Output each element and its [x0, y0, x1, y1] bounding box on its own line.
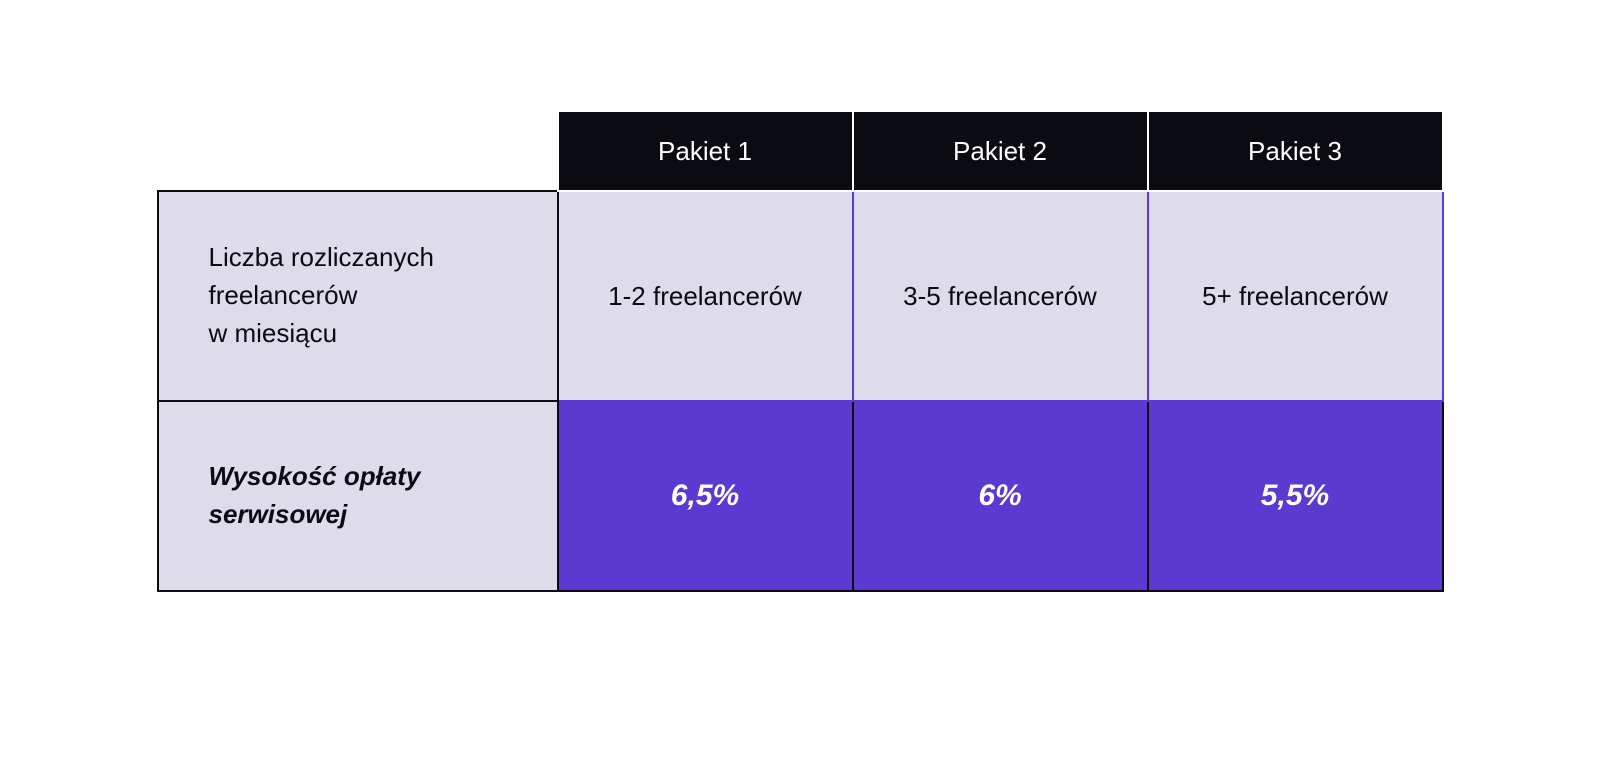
cell-pakiet3-count: 5+ freelancerów — [1148, 191, 1443, 401]
table-header-row: Pakiet 1 Pakiet 2 Pakiet 3 — [158, 111, 1443, 191]
row-label-fee: Wysokość opłaty serwisowej — [158, 401, 558, 591]
cell-pakiet3-fee: 5,5% — [1148, 401, 1443, 591]
row-label-freelancers: Liczba rozliczanych freelanceróww miesią… — [158, 191, 558, 401]
table-row: Wysokość opłaty serwisowej 6,5% 6% 5,5% — [158, 401, 1443, 591]
cell-pakiet2-fee: 6% — [853, 401, 1148, 591]
table-row: Liczba rozliczanych freelanceróww miesią… — [158, 191, 1443, 401]
col-header-3: Pakiet 3 — [1148, 111, 1443, 191]
col-header-2: Pakiet 2 — [853, 111, 1148, 191]
col-header-1: Pakiet 1 — [558, 111, 853, 191]
cell-pakiet1-count: 1-2 freelancerów — [558, 191, 853, 401]
pricing-table: Pakiet 1 Pakiet 2 Pakiet 3 Liczba rozlic… — [157, 110, 1444, 592]
corner-empty-cell — [158, 111, 558, 191]
cell-pakiet1-fee: 6,5% — [558, 401, 853, 591]
cell-pakiet2-count: 3-5 freelancerów — [853, 191, 1148, 401]
